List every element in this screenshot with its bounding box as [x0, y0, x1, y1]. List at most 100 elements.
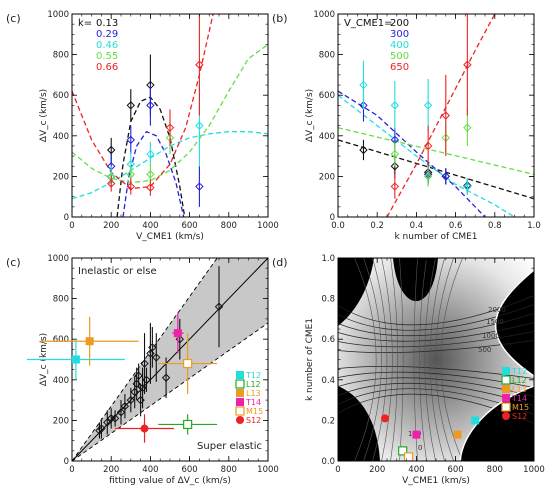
y-tick-label: 0 — [330, 213, 335, 223]
legend-marker — [235, 379, 245, 389]
y-tick-label: 1.0 — [321, 254, 335, 264]
data-point — [146, 170, 155, 179]
data-point — [110, 414, 120, 423]
y-axis-label: ΔV_c (km/s) — [305, 89, 315, 142]
legend-marker — [236, 398, 244, 406]
data-point — [142, 375, 151, 385]
data-point — [390, 101, 400, 110]
legend-marker — [501, 402, 511, 412]
panel-label: (b) — [272, 12, 288, 25]
event-point — [183, 419, 193, 430]
y-tick-label: 1000 — [47, 254, 69, 264]
y-axis-label: ΔV_c (km/s) — [39, 89, 49, 142]
contour-label: 500 — [478, 346, 491, 354]
x-tick-label: 200 — [103, 465, 119, 475]
x-tick-label: 0 — [335, 465, 340, 475]
data-point — [106, 179, 116, 188]
y-tick-label: 0.8 — [321, 295, 335, 305]
panel-b: 0.0 0.2 0.4 0.6 0.8 1.0 0 200 400 600 800 1000 k num… — [272, 10, 541, 242]
legend-entry: 0.13 — [96, 18, 118, 29]
y-tick-label: 1000 — [313, 10, 335, 20]
legend-header: V_CME1= — [344, 18, 393, 29]
x-tick-label: 800 — [221, 465, 237, 475]
y-tick-label: 0.0 — [321, 457, 335, 467]
legend-label: T14 — [511, 394, 527, 403]
data-point — [152, 353, 161, 362]
data-point — [463, 182, 472, 191]
legend-entry: 0.66 — [96, 62, 118, 73]
plot-frame — [337, 13, 535, 218]
x-tick-label: 0.6 — [449, 221, 463, 231]
data-point — [103, 418, 112, 427]
event-point — [403, 452, 414, 461]
legend-marker — [236, 371, 244, 379]
legend-entry: 650 — [390, 62, 409, 73]
data-point — [441, 111, 451, 120]
legend-label: T12 — [245, 371, 261, 380]
x-axis-label: V_CME1 (km/s) — [136, 232, 204, 242]
contour-line — [338, 322, 534, 342]
legend-marker — [502, 394, 510, 402]
event-point — [381, 414, 390, 423]
legend-marker — [502, 412, 510, 420]
fit-line — [338, 90, 486, 217]
legend-label: L12 — [512, 376, 527, 385]
annotation-inelastic: Inelastic or else — [78, 266, 157, 277]
data-point — [463, 123, 472, 132]
x-axis-label: k number of CME1 — [394, 232, 477, 242]
legend-marker — [236, 389, 244, 397]
data-point — [195, 121, 204, 130]
x-tick-label: 200 — [103, 221, 119, 231]
legend-label: S12 — [512, 412, 527, 421]
panel-d: 2000150010005001000020040060080010000.00… — [272, 254, 545, 486]
data-point — [148, 343, 157, 352]
x-tick-label: 1000 — [257, 221, 279, 231]
legend-label: L13 — [246, 389, 261, 398]
legend-entry: 200 — [390, 18, 409, 29]
contour-line — [354, 258, 377, 461]
event-point — [412, 430, 421, 439]
legend-label: M15 — [246, 407, 263, 416]
event-point — [71, 355, 80, 364]
panel-c-plot — [72, 258, 268, 461]
fit-curve — [122, 130, 185, 217]
contour-line — [435, 258, 454, 461]
data-point — [106, 145, 116, 155]
data-point — [195, 60, 204, 69]
panel-d-plot: 2000150010005001000 — [338, 258, 534, 461]
legend-entry: 0.29 — [96, 29, 118, 40]
x-tick-label: 1.0 — [527, 221, 541, 231]
fit-curve — [72, 131, 268, 200]
data-point — [120, 401, 130, 411]
panel-a: 0 200 400 600 800 1000 0 200 400 600 800 1000 V_CME1… — [6, 10, 279, 242]
x-tick-label: 200 — [369, 465, 385, 475]
x-tick-label: 1000 — [523, 465, 545, 475]
legend-entry: 300 — [390, 29, 409, 40]
contour-line — [338, 304, 534, 331]
legend-marker — [502, 367, 510, 375]
contour-label: 0 — [418, 444, 422, 452]
y-tick-label: 200 — [53, 416, 69, 426]
fit-curve — [72, 14, 214, 190]
contour-line — [338, 331, 534, 348]
data-point — [390, 182, 400, 191]
y-tick-label: 800 — [53, 51, 69, 61]
event-point — [140, 424, 149, 433]
white-contour — [459, 385, 534, 461]
y-tick-label: 400 — [53, 132, 69, 142]
x-tick-label: 400 — [408, 465, 424, 475]
y-tick-label: 400 — [53, 376, 69, 386]
y-tick-label: 600 — [319, 91, 335, 101]
panel-label: (d) — [272, 256, 288, 269]
y-tick-label: 800 — [53, 295, 69, 305]
y-tick-label: 200 — [319, 172, 335, 182]
y-tick-label: 200 — [53, 172, 69, 182]
data-point — [126, 135, 136, 145]
data-point — [390, 162, 400, 171]
x-tick-label: 800 — [487, 465, 503, 475]
data-point — [441, 172, 451, 181]
panel-b-plot — [338, 14, 534, 217]
plot-frame — [337, 257, 535, 462]
panel-label: (c) — [6, 12, 21, 25]
legend-label: L12 — [246, 380, 261, 389]
